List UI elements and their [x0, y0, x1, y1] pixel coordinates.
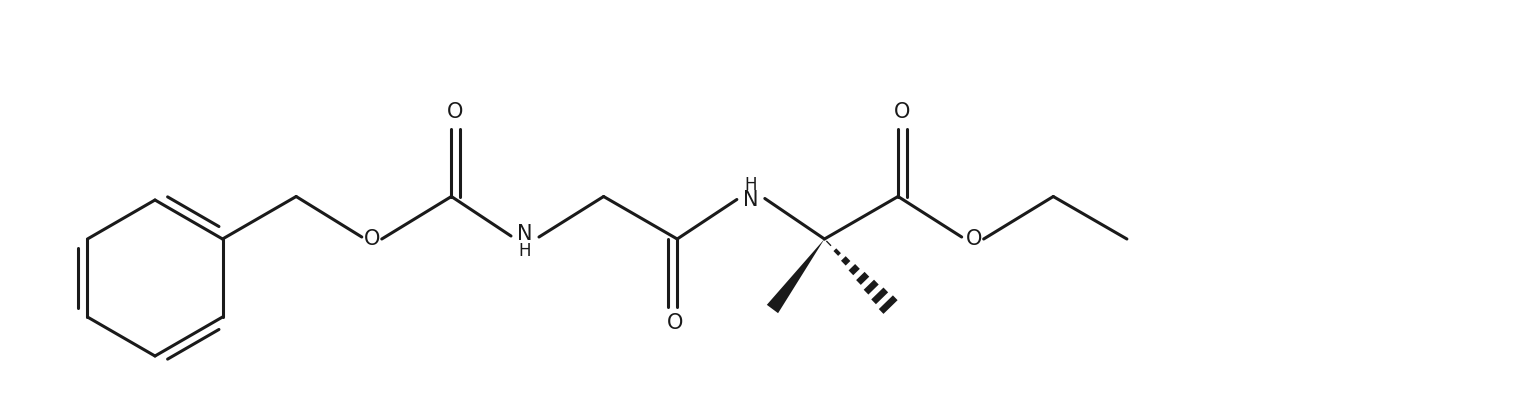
Text: O: O: [447, 102, 464, 123]
Polygon shape: [834, 248, 840, 256]
Text: N: N: [518, 224, 533, 244]
Text: O: O: [667, 313, 684, 333]
Polygon shape: [871, 287, 888, 304]
Polygon shape: [879, 295, 897, 314]
Polygon shape: [826, 240, 831, 246]
Text: N: N: [743, 190, 759, 209]
Text: O: O: [966, 229, 982, 249]
Polygon shape: [856, 272, 869, 285]
Polygon shape: [863, 280, 879, 294]
Polygon shape: [848, 264, 860, 275]
Text: O: O: [364, 229, 379, 249]
Polygon shape: [766, 239, 825, 313]
Text: H: H: [745, 176, 757, 194]
Text: H: H: [519, 242, 531, 260]
Text: O: O: [894, 102, 911, 123]
Polygon shape: [842, 256, 851, 266]
